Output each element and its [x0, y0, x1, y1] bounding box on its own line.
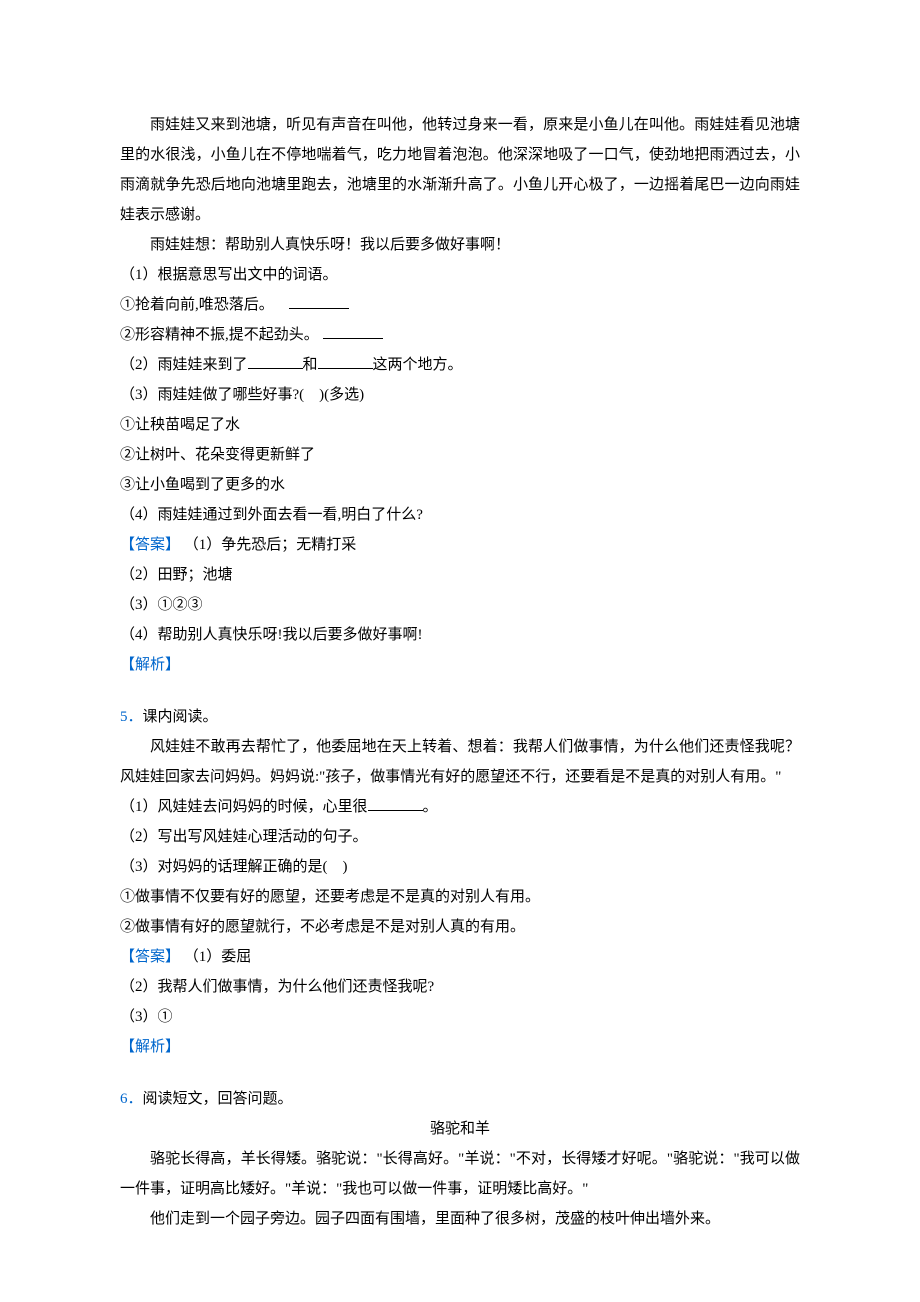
blank-fill [323, 323, 383, 339]
q4-ans3: （3）①②③ [120, 590, 800, 620]
answer-label: 【答案】 [120, 537, 180, 553]
answer-label: 【答案】 [120, 949, 180, 965]
q5-sub3-2: ②做事情有好的愿望就行，不必考虑是不是对别人真的有用。 [120, 912, 800, 942]
q4-ans2: （2）田野；池塘 [120, 560, 800, 590]
q4-sub3-1: ①让秧苗喝足了水 [120, 410, 800, 440]
q4-sub2-c: 这两个地方。 [373, 357, 463, 373]
q5-answer-line1: 【答案】 （1）委屈 [120, 942, 800, 972]
question-5: 5．课内阅读。 风娃娃不敢再去帮忙了，他委屈地在天上转着、想着：我帮人们做事情，… [120, 702, 800, 1062]
q4-sub2-a: （2）雨娃娃来到了 [120, 357, 248, 373]
q6-heading: 骆驼和羊 [120, 1114, 800, 1144]
q5-number: 5． [120, 709, 143, 725]
q4-sub3-2: ②让树叶、花朵变得更新鲜了 [120, 440, 800, 470]
q6-passage-2: 他们走到一个园子旁边。园子四面有围墙，里面种了很多树，茂盛的枝叶伸出墙外来。 [120, 1204, 800, 1234]
q4-sub1-2-text: ②形容精神不振,提不起劲头。 [120, 327, 319, 343]
q5-explanation: 【解析】 [120, 1032, 800, 1062]
q5-sub2: （2）写出写风娃娃心理活动的句子。 [120, 822, 800, 852]
blank-fill [318, 353, 373, 369]
q4-explanation: 【解析】 [120, 650, 800, 680]
q4-sub4: （4）雨娃娃通过到外面去看一看,明白了什么? [120, 500, 800, 530]
q4-passage-1: 雨娃娃又来到池塘，听见有声音在叫他，他转过身来一看，原来是小鱼儿在叫他。雨娃娃看… [120, 110, 800, 230]
explanation-label: 【解析】 [120, 657, 180, 673]
q5-passage: 风娃娃不敢再去帮忙了，他委屈地在天上转着、想着：我帮人们做事情，为什么他们还责怪… [120, 732, 800, 792]
q5-title: 课内阅读。 [143, 709, 218, 725]
document-page: 雨娃娃又来到池塘，听见有声音在叫他，他转过身来一看，原来是小鱼儿在叫他。雨娃娃看… [0, 0, 920, 1294]
blank-fill [289, 293, 349, 309]
blank-fill [248, 353, 303, 369]
q4-sub1-item2: ②形容精神不振,提不起劲头。 [120, 320, 800, 350]
blank-fill [368, 795, 423, 811]
q6-passage-1: 骆驼长得高，羊长得矮。骆驼说："长得高好。"羊说："不对，长得矮才好呢。"骆驼说… [120, 1144, 800, 1204]
q4-ans1: （1）争先恐后；无精打采 [184, 537, 357, 553]
q4-sub1: （1）根据意思写出文中的词语。 [120, 260, 800, 290]
q5-sub1: （1）风娃娃去问妈妈的时候，心里很 。 [120, 792, 800, 822]
q4-passage-2: 雨娃娃想：帮助别人真快乐呀！我以后要多做好事啊！ [120, 230, 800, 260]
q4-sub3-3: ③让小鱼喝到了更多的水 [120, 470, 800, 500]
q4-sub3: （3）雨娃娃做了哪些好事?( )(多选) [120, 380, 800, 410]
q6-header: 6．阅读短文，回答问题。 [120, 1084, 800, 1114]
q4-sub1-1-text: ①抢着向前,唯恐落后。 [120, 297, 274, 313]
q5-ans3: （3）① [120, 1002, 800, 1032]
q4-ans4: （4）帮助别人真快乐呀!我以后要多做好事啊! [120, 620, 800, 650]
q5-header: 5．课内阅读。 [120, 702, 800, 732]
q6-number: 6． [120, 1091, 143, 1107]
q5-sub1-a: （1）风娃娃去问妈妈的时候，心里很 [120, 799, 368, 815]
q4-sub1-item1: ①抢着向前,唯恐落后。 [120, 290, 800, 320]
q5-ans1: （1）委屈 [184, 949, 252, 965]
q4-answer-line1: 【答案】 （1）争先恐后；无精打采 [120, 530, 800, 560]
q5-sub3: （3）对妈妈的话理解正确的是( ) [120, 852, 800, 882]
explanation-label: 【解析】 [120, 1039, 180, 1055]
q5-sub1-b: 。 [423, 799, 438, 815]
q5-ans2: （2）我帮人们做事情，为什么他们还责怪我呢? [120, 972, 800, 1002]
q6-title: 阅读短文，回答问题。 [143, 1091, 293, 1107]
q4-sub2-b: 和 [303, 357, 318, 373]
q4-sub2: （2）雨娃娃来到了 和 这两个地方。 [120, 350, 800, 380]
question-6: 6．阅读短文，回答问题。 骆驼和羊 骆驼长得高，羊长得矮。骆驼说："长得高好。"… [120, 1084, 800, 1234]
q5-sub3-1: ①做事情不仅要有好的愿望，还要考虑是不是真的对别人有用。 [120, 882, 800, 912]
